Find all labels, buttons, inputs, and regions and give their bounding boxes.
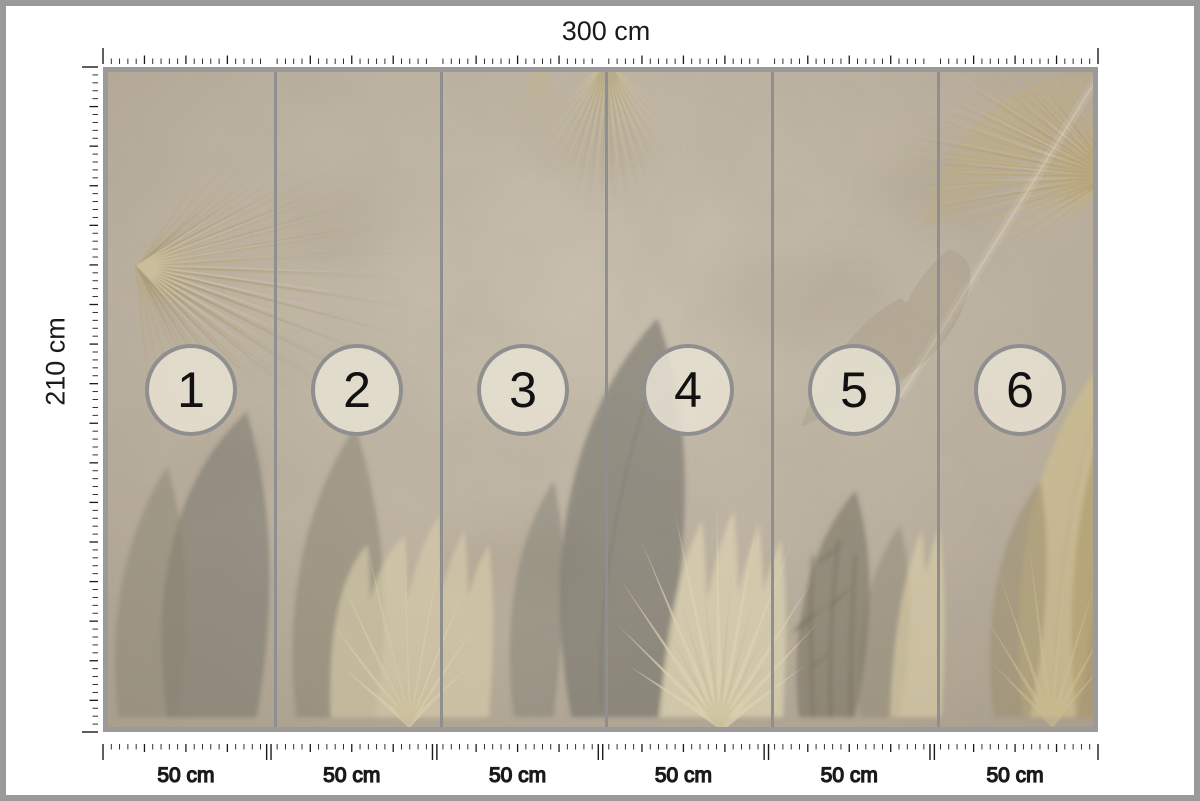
svg-text:50 cm: 50 cm [323, 764, 380, 787]
svg-text:50 cm: 50 cm [655, 764, 712, 787]
svg-text:50 cm: 50 cm [489, 764, 546, 787]
svg-text:50 cm: 50 cm [821, 764, 878, 787]
svg-text:50 cm: 50 cm [157, 764, 214, 787]
svg-text:50 cm: 50 cm [986, 764, 1043, 787]
